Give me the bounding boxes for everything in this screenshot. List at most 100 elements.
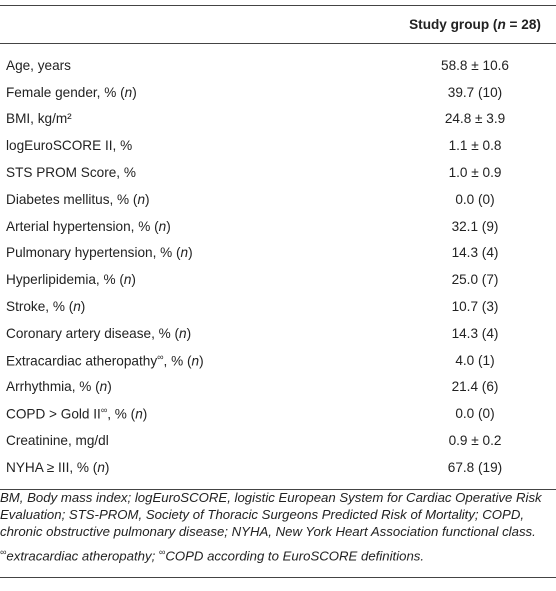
text: COPD according to EuroSCORE definitions.: [165, 548, 425, 564]
italic-text: n: [191, 353, 200, 369]
table-cell: logEuroSCORE II, %: [0, 132, 394, 159]
table-cell: 24.8 ± 3.9: [394, 106, 556, 133]
text: 0.0 (0): [455, 191, 495, 207]
table-cell: 21.4 (6): [394, 374, 556, 401]
text: Pulmonary hypertension, % (: [6, 245, 181, 261]
text: ): [166, 218, 171, 234]
text: 58.8 ± 10.6: [441, 57, 509, 73]
table-row: Creatinine, mg/dl 0.9 ± 0.2: [0, 427, 556, 454]
bottom-rule: [0, 577, 556, 578]
table-row: Pulmonary hypertension, % (n) 14.3 (4): [0, 240, 556, 267]
table-row: Arterial hypertension, % (n) 32.1 (9): [0, 213, 556, 240]
text: Stroke, % (: [6, 299, 74, 315]
italic-text: n: [73, 299, 81, 315]
text: ): [80, 299, 86, 315]
text: 0.0 (0): [455, 406, 495, 422]
text: ): [145, 191, 150, 207]
italic-text: n: [99, 379, 108, 395]
text: ): [132, 84, 137, 100]
table-cell: 67.8 (19): [394, 454, 556, 489]
table-cell: 1.1 ± 0.8: [394, 132, 556, 159]
text: Age, years: [6, 57, 71, 73]
table-row: Diabetes mellitus, % (n) 0.0 (0): [0, 186, 556, 213]
table-cell: Coronary artery disease, % (n): [0, 320, 394, 347]
table-cell: STS PROM Score, %: [0, 159, 394, 186]
italic-text: n: [180, 245, 189, 261]
table: Study group (n = 28) Age, years 58.8 ± 10.…: [0, 5, 556, 490]
table-cell: 32.1 (9): [394, 213, 556, 240]
text: ): [199, 353, 204, 369]
text: Creatinine, mg/dl: [6, 433, 109, 449]
footnote: ∞extracardiac atheropathy; ∞COPD accordi…: [0, 544, 548, 564]
text: Arterial hypertension, % (: [6, 218, 159, 234]
italic-text: n: [123, 272, 132, 288]
table-cell: 1.0 ± 0.9: [394, 159, 556, 186]
text: 1.0 ± 0.9: [448, 165, 502, 181]
superscript: ∞: [0, 547, 7, 557]
table-cell: 0.0 (0): [394, 400, 556, 427]
table-cell: COPD > Gold II∞, % (n): [0, 400, 394, 427]
superscript: ∞: [157, 351, 164, 362]
text: 32.1 (9): [451, 218, 499, 234]
text: Hyperlipidemia, % (: [6, 272, 124, 288]
table-cell: Stroke, % (n): [0, 293, 394, 320]
italic-text: n: [158, 218, 167, 234]
table-cell: 0.9 ± 0.2: [394, 427, 556, 454]
text: NYHA ≥ III, % (: [6, 459, 98, 475]
text: extracardiac atheropathy;: [6, 548, 159, 564]
table-row: Age, years 58.8 ± 10.6: [0, 44, 556, 79]
superscript: ∞: [158, 547, 166, 557]
text: ): [131, 272, 136, 288]
text: ): [188, 245, 193, 261]
text: Female gender, % (: [6, 84, 125, 100]
table-row: NYHA ≥ III, % (n) 67.8 (19): [0, 454, 556, 490]
text: = 28): [505, 17, 541, 32]
table-cell: 39.7 (10): [394, 79, 556, 106]
table-cell: NYHA ≥ III, % (n): [0, 454, 394, 489]
text: 14.3 (4): [451, 325, 499, 341]
table-cell: 10.7 (3): [394, 293, 556, 320]
table-row: Female gender, % (n) 39.7 (10): [0, 79, 556, 106]
table-cell: Diabetes mellitus, % (n): [0, 186, 394, 213]
table-body: Age, years 58.8 ± 10.6 Female gender, % (n…: [0, 44, 556, 490]
table-cell: 4.0 (1): [394, 347, 556, 374]
table-cell: Creatinine, mg/dl: [0, 427, 394, 454]
table-cell: BMI, kg/m²: [0, 106, 394, 133]
text: STS PROM Score, %: [6, 165, 136, 181]
footnotes: BM, Body mass index; logEuroSCORE, logis…: [0, 489, 548, 568]
table-row: Stroke, % (n) 10.7 (3): [0, 293, 556, 320]
table-cell: Extracardiac atheropathy∞, % (n): [0, 347, 394, 374]
table-cell: 14.3 (4): [394, 240, 556, 267]
table-cell: 14.3 (4): [394, 320, 556, 347]
superscript: ∞: [100, 405, 108, 416]
table-row: STS PROM Score, % 1.0 ± 0.9: [0, 159, 556, 186]
text: ): [186, 325, 192, 341]
text: 24.8 ± 3.9: [444, 111, 506, 127]
table-row: Coronary artery disease, % (n) 14.3 (4): [0, 320, 556, 347]
text: Extracardiac atheropathy: [6, 353, 158, 369]
text: 21.4 (6): [451, 379, 499, 395]
table-cell: Arrhythmia, % (n): [0, 374, 394, 401]
table-cell: Study group (n = 28): [394, 6, 556, 44]
table-cell: Hyperlipidemia, % (n): [0, 266, 394, 293]
table-cell: 58.8 ± 10.6: [394, 44, 556, 79]
italic-text: n: [137, 191, 146, 207]
table-row: Study group (n = 28): [0, 5, 556, 44]
table-row: COPD > Gold II∞, % (n) 0.0 (0): [0, 400, 556, 427]
table-row: Hyperlipidemia, % (n) 25.0 (7): [0, 266, 556, 293]
text: 4.0 (1): [455, 352, 495, 368]
italic-text: n: [97, 459, 105, 475]
text: 67.8 (19): [447, 459, 503, 475]
italic-text: n: [124, 84, 133, 100]
table-cell: Pulmonary hypertension, % (n): [0, 240, 394, 267]
text: COPD > Gold II: [6, 407, 101, 423]
italic-text: n: [135, 407, 143, 423]
table-cell: 25.0 (7): [394, 266, 556, 293]
table-cell: Female gender, % (n): [0, 79, 394, 106]
text: Diabetes mellitus, % (: [6, 191, 138, 207]
text: 25.0 (7): [451, 272, 499, 288]
table-cell: 0.0 (0): [394, 186, 556, 213]
table-row: Extracardiac atheropathy∞, % (n) 4.0 (1): [0, 347, 556, 374]
text: logEuroSCORE II, %: [6, 138, 133, 154]
text: 14.3 (4): [451, 245, 499, 261]
